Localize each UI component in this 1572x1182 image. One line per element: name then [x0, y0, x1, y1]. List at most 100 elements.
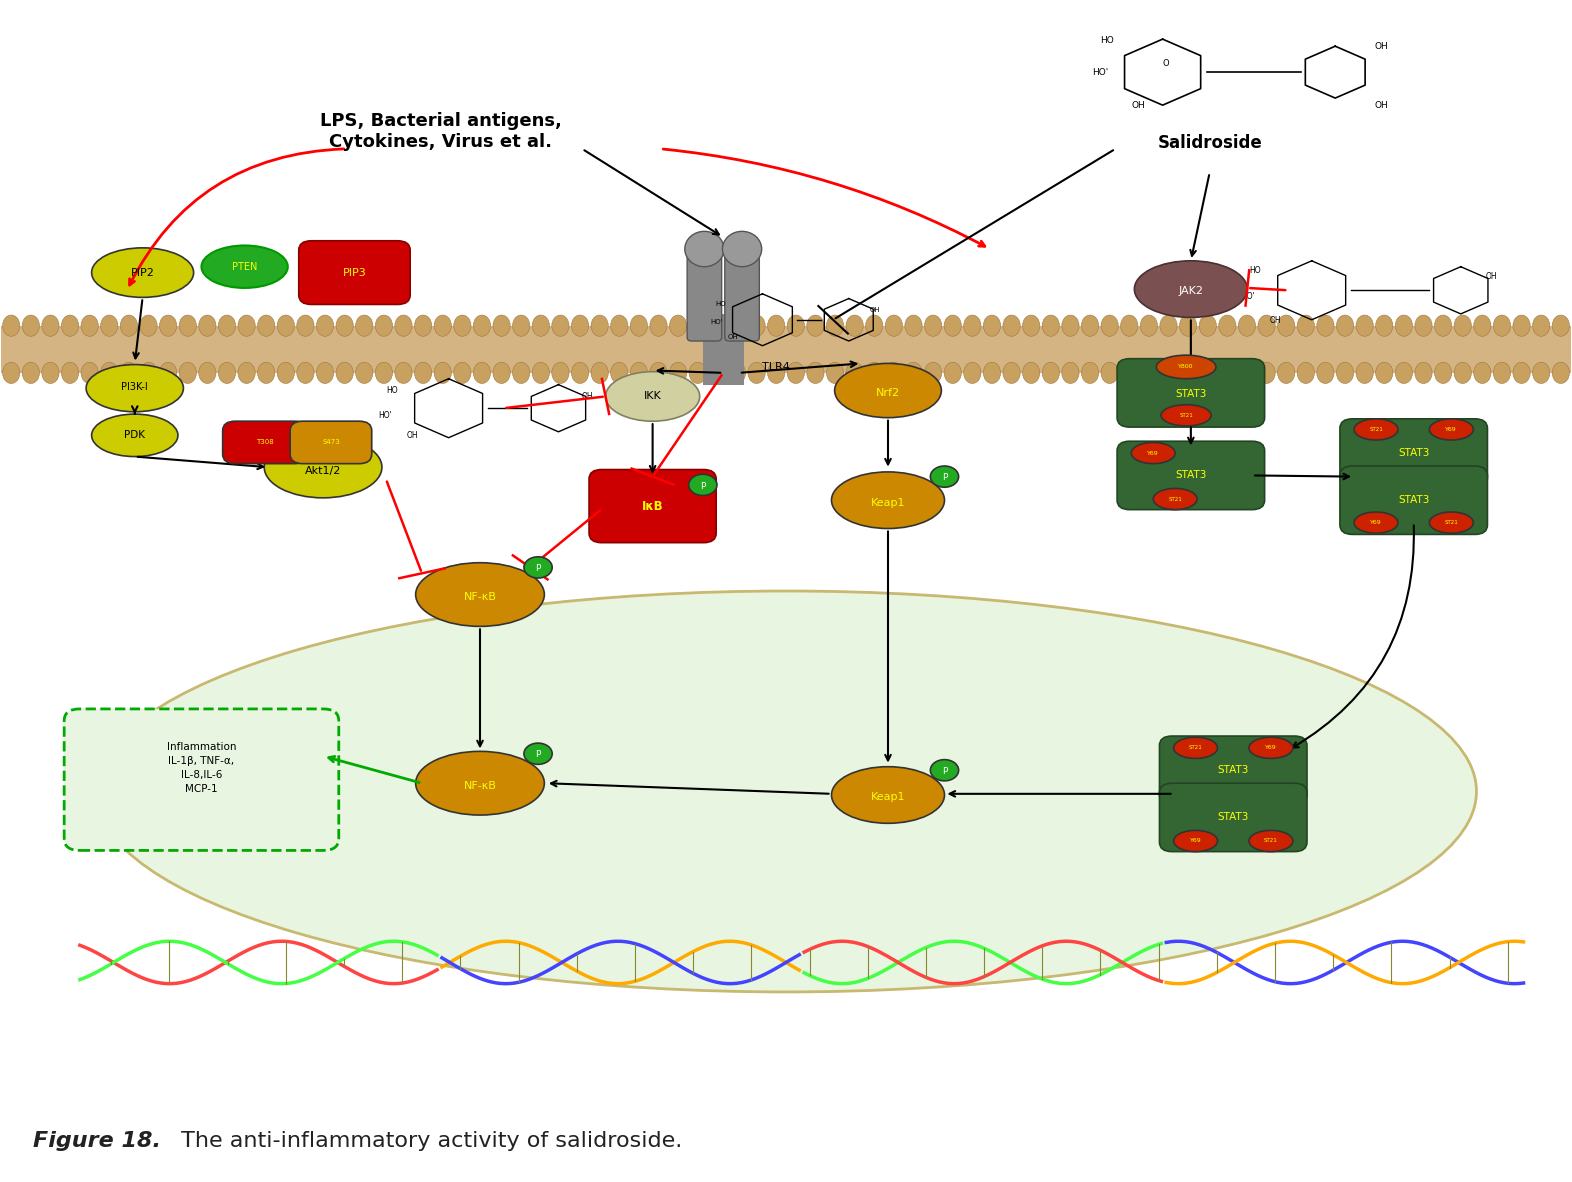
- Ellipse shape: [931, 466, 959, 487]
- Ellipse shape: [415, 316, 432, 337]
- Ellipse shape: [591, 316, 608, 337]
- Ellipse shape: [806, 362, 824, 383]
- Ellipse shape: [1160, 316, 1177, 337]
- Ellipse shape: [728, 362, 745, 383]
- Ellipse shape: [1135, 261, 1247, 318]
- Text: HO': HO': [711, 319, 723, 325]
- FancyBboxPatch shape: [590, 469, 717, 543]
- Ellipse shape: [395, 362, 412, 383]
- Ellipse shape: [1336, 316, 1353, 337]
- FancyBboxPatch shape: [687, 252, 722, 340]
- Ellipse shape: [591, 362, 608, 383]
- Ellipse shape: [91, 414, 178, 456]
- Text: P: P: [942, 473, 948, 482]
- Ellipse shape: [630, 362, 648, 383]
- Ellipse shape: [885, 362, 902, 383]
- Ellipse shape: [649, 316, 667, 337]
- Text: IKK: IKK: [645, 391, 662, 402]
- Text: ST21: ST21: [1264, 838, 1278, 844]
- Ellipse shape: [1258, 362, 1275, 383]
- Text: Nrf2: Nrf2: [876, 388, 901, 398]
- Text: HO: HO: [1100, 35, 1113, 45]
- Text: P: P: [536, 751, 541, 759]
- Ellipse shape: [689, 316, 706, 337]
- Ellipse shape: [832, 767, 945, 824]
- Ellipse shape: [434, 362, 451, 383]
- Ellipse shape: [1199, 362, 1217, 383]
- Ellipse shape: [1061, 362, 1078, 383]
- Bar: [703, 314, 744, 384]
- Ellipse shape: [1297, 316, 1314, 337]
- Ellipse shape: [552, 362, 569, 383]
- Ellipse shape: [336, 316, 354, 337]
- Ellipse shape: [630, 316, 648, 337]
- Ellipse shape: [924, 316, 942, 337]
- Ellipse shape: [1121, 362, 1138, 383]
- Ellipse shape: [140, 362, 157, 383]
- Text: LPS, Bacterial antigens,
Cytokines, Virus et al.: LPS, Bacterial antigens, Cytokines, Viru…: [319, 112, 561, 150]
- Text: HO': HO': [1093, 67, 1108, 77]
- Bar: [2, 326, 1570, 372]
- Ellipse shape: [827, 362, 844, 383]
- Ellipse shape: [1179, 316, 1196, 337]
- Ellipse shape: [1121, 316, 1138, 337]
- Ellipse shape: [264, 436, 382, 498]
- Ellipse shape: [670, 316, 687, 337]
- Ellipse shape: [767, 362, 784, 383]
- Ellipse shape: [198, 316, 215, 337]
- FancyBboxPatch shape: [291, 421, 371, 463]
- Ellipse shape: [82, 316, 99, 337]
- Ellipse shape: [1003, 316, 1020, 337]
- Ellipse shape: [1435, 316, 1453, 337]
- Ellipse shape: [610, 316, 627, 337]
- Ellipse shape: [355, 316, 373, 337]
- Text: Inflammation
IL-1β, TNF-α,
IL-8,IL-6
MCP-1: Inflammation IL-1β, TNF-α, IL-8,IL-6 MCP…: [167, 742, 236, 794]
- Ellipse shape: [1552, 316, 1569, 337]
- Ellipse shape: [1239, 362, 1256, 383]
- FancyBboxPatch shape: [64, 709, 340, 850]
- Text: ST21: ST21: [1179, 413, 1193, 417]
- Ellipse shape: [1003, 362, 1020, 383]
- Ellipse shape: [1512, 316, 1530, 337]
- Text: HO': HO': [377, 410, 391, 420]
- Text: The anti-inflammatory activity of salidroside.: The anti-inflammatory activity of salidr…: [174, 1131, 682, 1151]
- Ellipse shape: [1396, 316, 1413, 337]
- Text: T308: T308: [256, 440, 274, 446]
- Text: NF-κB: NF-κB: [464, 592, 497, 602]
- Ellipse shape: [1042, 316, 1060, 337]
- Ellipse shape: [1140, 362, 1157, 383]
- Ellipse shape: [1157, 355, 1217, 378]
- Ellipse shape: [1160, 362, 1177, 383]
- Ellipse shape: [1278, 362, 1295, 383]
- Text: IκB: IκB: [641, 500, 663, 513]
- Ellipse shape: [179, 362, 196, 383]
- Ellipse shape: [924, 362, 942, 383]
- Ellipse shape: [1248, 831, 1292, 851]
- Ellipse shape: [866, 316, 883, 337]
- Ellipse shape: [1154, 488, 1198, 509]
- Text: PI3K-I: PI3K-I: [121, 382, 148, 392]
- Text: HO': HO': [1240, 292, 1254, 300]
- Ellipse shape: [336, 362, 354, 383]
- Ellipse shape: [709, 316, 726, 337]
- Ellipse shape: [1493, 316, 1511, 337]
- Ellipse shape: [748, 362, 766, 383]
- Ellipse shape: [1429, 512, 1473, 533]
- Ellipse shape: [1162, 404, 1212, 426]
- Ellipse shape: [415, 362, 432, 383]
- Ellipse shape: [237, 362, 255, 383]
- Ellipse shape: [931, 760, 959, 781]
- Ellipse shape: [1353, 418, 1398, 440]
- Ellipse shape: [1174, 738, 1218, 759]
- Ellipse shape: [1179, 362, 1196, 383]
- Text: P: P: [700, 481, 706, 491]
- Text: OH: OH: [1486, 272, 1498, 280]
- Text: STAT3: STAT3: [1398, 448, 1429, 459]
- Ellipse shape: [1415, 362, 1432, 383]
- Ellipse shape: [42, 362, 60, 383]
- Ellipse shape: [649, 362, 667, 383]
- Ellipse shape: [533, 316, 550, 337]
- Ellipse shape: [1396, 362, 1413, 383]
- Ellipse shape: [1415, 316, 1432, 337]
- Ellipse shape: [277, 362, 294, 383]
